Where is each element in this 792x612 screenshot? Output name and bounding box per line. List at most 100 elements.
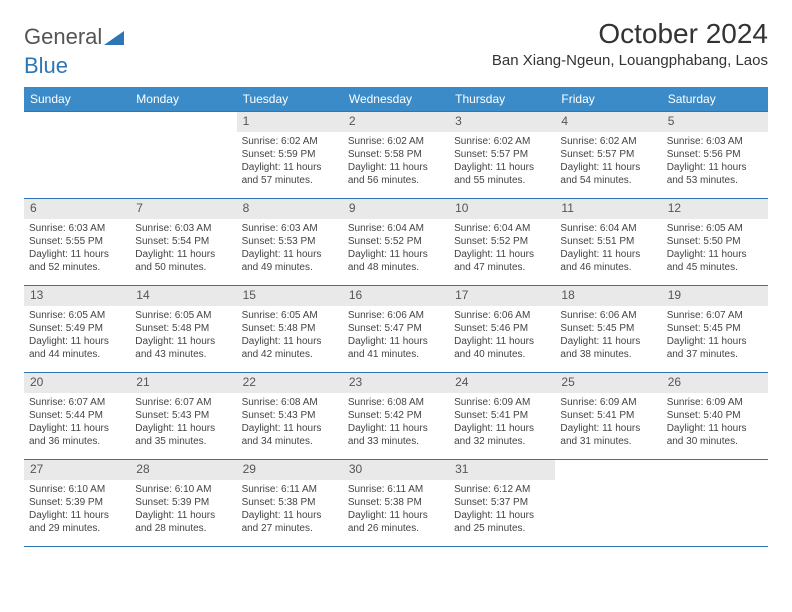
logo-triangle-icon [104,29,124,45]
sunset-line: Sunset: 5:48 PM [135,322,231,335]
day-of-week-header: SundayMondayTuesdayWednesdayThursdayFrid… [24,87,768,111]
day-body: Sunrise: 6:09 AMSunset: 5:41 PMDaylight:… [555,393,661,453]
daylight-line: Daylight: 11 hours and 33 minutes. [348,422,444,448]
daylight-line: Daylight: 11 hours and 49 minutes. [242,248,338,274]
sunrise-line: Sunrise: 6:07 AM [667,309,763,322]
day-body: Sunrise: 6:03 AMSunset: 5:55 PMDaylight:… [24,219,130,279]
sunrise-line: Sunrise: 6:08 AM [242,396,338,409]
day-number: 20 [24,373,130,393]
sunrise-line: Sunrise: 6:10 AM [135,483,231,496]
sunset-line: Sunset: 5:42 PM [348,409,444,422]
sunset-line: Sunset: 5:58 PM [348,148,444,161]
day-number: 25 [555,373,661,393]
day-number: 12 [662,199,768,219]
sunset-line: Sunset: 5:41 PM [560,409,656,422]
daylight-line: Daylight: 11 hours and 36 minutes. [29,422,125,448]
daylight-line: Daylight: 11 hours and 38 minutes. [560,335,656,361]
day-number: 1 [237,112,343,132]
daylight-line: Daylight: 11 hours and 50 minutes. [135,248,231,274]
day-cell [662,460,768,546]
day-number: 31 [449,460,555,480]
day-cell: 25Sunrise: 6:09 AMSunset: 5:41 PMDayligh… [555,373,661,459]
daylight-line: Daylight: 11 hours and 56 minutes. [348,161,444,187]
day-cell: 17Sunrise: 6:06 AMSunset: 5:46 PMDayligh… [449,286,555,372]
sunrise-line: Sunrise: 6:03 AM [29,222,125,235]
day-body: Sunrise: 6:04 AMSunset: 5:52 PMDaylight:… [343,219,449,279]
sunrise-line: Sunrise: 6:02 AM [242,135,338,148]
sunrise-line: Sunrise: 6:06 AM [454,309,550,322]
day-cell: 24Sunrise: 6:09 AMSunset: 5:41 PMDayligh… [449,373,555,459]
week-row: 27Sunrise: 6:10 AMSunset: 5:39 PMDayligh… [24,459,768,547]
day-body: Sunrise: 6:05 AMSunset: 5:48 PMDaylight:… [237,306,343,366]
sunrise-line: Sunrise: 6:04 AM [348,222,444,235]
week-row: 1Sunrise: 6:02 AMSunset: 5:59 PMDaylight… [24,111,768,198]
sunset-line: Sunset: 5:52 PM [454,235,550,248]
day-cell: 3Sunrise: 6:02 AMSunset: 5:57 PMDaylight… [449,112,555,198]
day-body: Sunrise: 6:03 AMSunset: 5:56 PMDaylight:… [662,132,768,192]
day-cell: 2Sunrise: 6:02 AMSunset: 5:58 PMDaylight… [343,112,449,198]
sunset-line: Sunset: 5:49 PM [29,322,125,335]
day-number: 10 [449,199,555,219]
sunset-line: Sunset: 5:48 PM [242,322,338,335]
sunrise-line: Sunrise: 6:03 AM [667,135,763,148]
sunset-line: Sunset: 5:56 PM [667,148,763,161]
daylight-line: Daylight: 11 hours and 29 minutes. [29,509,125,535]
daylight-line: Daylight: 11 hours and 37 minutes. [667,335,763,361]
week-row: 6Sunrise: 6:03 AMSunset: 5:55 PMDaylight… [24,198,768,285]
sunset-line: Sunset: 5:45 PM [667,322,763,335]
sunset-line: Sunset: 5:41 PM [454,409,550,422]
daylight-line: Daylight: 11 hours and 31 minutes. [560,422,656,448]
day-number: 4 [555,112,661,132]
dow-cell: Wednesday [343,87,449,111]
sunrise-line: Sunrise: 6:09 AM [560,396,656,409]
brand-word-2: Blue [24,53,68,79]
location-text: Ban Xiang-Ngeun, Louangphabang, Laos [492,52,768,69]
day-number: 26 [662,373,768,393]
daylight-line: Daylight: 11 hours and 57 minutes. [242,161,338,187]
day-body: Sunrise: 6:03 AMSunset: 5:53 PMDaylight:… [237,219,343,279]
daylight-line: Daylight: 11 hours and 44 minutes. [29,335,125,361]
sunrise-line: Sunrise: 6:04 AM [454,222,550,235]
day-number: 3 [449,112,555,132]
daylight-line: Daylight: 11 hours and 30 minutes. [667,422,763,448]
day-number: 15 [237,286,343,306]
day-body: Sunrise: 6:11 AMSunset: 5:38 PMDaylight:… [237,480,343,540]
day-cell: 1Sunrise: 6:02 AMSunset: 5:59 PMDaylight… [237,112,343,198]
day-body: Sunrise: 6:02 AMSunset: 5:57 PMDaylight:… [555,132,661,192]
day-cell: 14Sunrise: 6:05 AMSunset: 5:48 PMDayligh… [130,286,236,372]
day-number: 30 [343,460,449,480]
sunrise-line: Sunrise: 6:07 AM [29,396,125,409]
sunrise-line: Sunrise: 6:10 AM [29,483,125,496]
daylight-line: Daylight: 11 hours and 46 minutes. [560,248,656,274]
sunrise-line: Sunrise: 6:09 AM [667,396,763,409]
day-number: 24 [449,373,555,393]
dow-cell: Monday [130,87,236,111]
day-body: Sunrise: 6:05 AMSunset: 5:49 PMDaylight:… [24,306,130,366]
day-body: Sunrise: 6:06 AMSunset: 5:47 PMDaylight:… [343,306,449,366]
daylight-line: Daylight: 11 hours and 45 minutes. [667,248,763,274]
day-cell [555,460,661,546]
sunset-line: Sunset: 5:46 PM [454,322,550,335]
sunrise-line: Sunrise: 6:06 AM [348,309,444,322]
day-number: 23 [343,373,449,393]
day-cell: 13Sunrise: 6:05 AMSunset: 5:49 PMDayligh… [24,286,130,372]
dow-cell: Saturday [662,87,768,111]
brand-logo: General [24,18,124,50]
day-number: 18 [555,286,661,306]
sunset-line: Sunset: 5:39 PM [29,496,125,509]
sunset-line: Sunset: 5:39 PM [135,496,231,509]
day-body: Sunrise: 6:02 AMSunset: 5:59 PMDaylight:… [237,132,343,192]
day-body: Sunrise: 6:12 AMSunset: 5:37 PMDaylight:… [449,480,555,540]
sunrise-line: Sunrise: 6:02 AM [560,135,656,148]
sunrise-line: Sunrise: 6:11 AM [348,483,444,496]
day-body: Sunrise: 6:08 AMSunset: 5:43 PMDaylight:… [237,393,343,453]
day-number: 29 [237,460,343,480]
sunset-line: Sunset: 5:55 PM [29,235,125,248]
daylight-line: Daylight: 11 hours and 28 minutes. [135,509,231,535]
day-cell: 26Sunrise: 6:09 AMSunset: 5:40 PMDayligh… [662,373,768,459]
daylight-line: Daylight: 11 hours and 35 minutes. [135,422,231,448]
sunrise-line: Sunrise: 6:05 AM [242,309,338,322]
day-number: 5 [662,112,768,132]
daylight-line: Daylight: 11 hours and 48 minutes. [348,248,444,274]
day-body: Sunrise: 6:04 AMSunset: 5:52 PMDaylight:… [449,219,555,279]
